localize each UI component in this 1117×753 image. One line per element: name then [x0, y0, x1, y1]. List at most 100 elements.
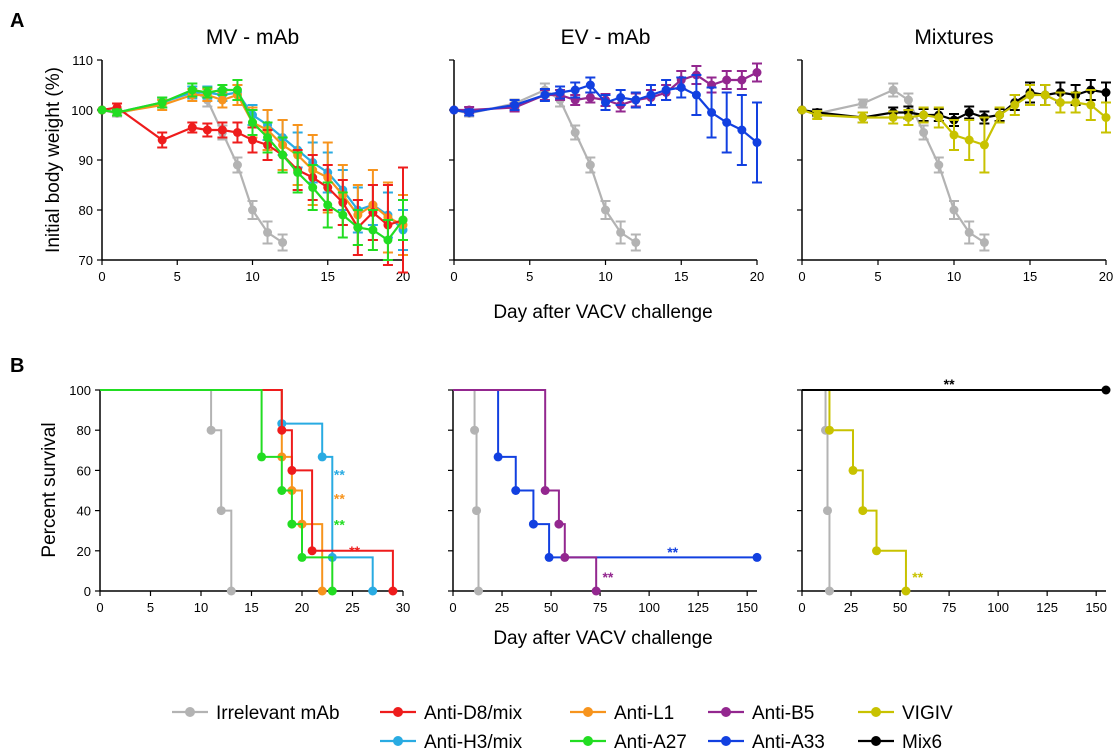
x-tick-label: 5	[147, 600, 154, 615]
data-point	[368, 225, 378, 235]
legend-label: Anti-L1	[614, 703, 674, 724]
data-point	[707, 108, 717, 117]
data-point	[858, 113, 868, 122]
data-point	[187, 123, 197, 132]
x-tick-label: 15	[244, 600, 258, 615]
significance-label: **	[912, 569, 923, 585]
series-vigiv	[802, 389, 911, 596]
chart-6: 0 25 50 75 100 125 150 ** **	[797, 376, 1111, 615]
legend-swatch-marker	[721, 707, 731, 717]
data-point	[232, 85, 242, 95]
chart-3: Mixtures 0 5 10 15 20	[797, 26, 1113, 284]
event-point	[528, 519, 538, 529]
data-point	[737, 75, 747, 85]
series-irrelevant-mab	[97, 82, 288, 252]
x-tick-label: 25	[844, 600, 858, 615]
data-point	[248, 205, 257, 215]
data-point	[949, 205, 959, 215]
series-anti-a27	[97, 79, 408, 261]
data-point	[888, 113, 898, 122]
x-tick-label: 10	[598, 269, 612, 284]
data-point	[964, 228, 974, 237]
data-point	[323, 200, 333, 210]
event-point	[560, 552, 570, 562]
event-point	[307, 546, 317, 556]
event-point	[554, 519, 564, 529]
data-point	[248, 135, 257, 145]
significance-label: **	[334, 491, 345, 507]
data-point	[97, 105, 107, 115]
data-point	[398, 215, 408, 225]
data-point	[585, 93, 595, 102]
data-point	[979, 238, 989, 247]
x-tick-label: 0	[798, 269, 805, 284]
data-point	[919, 128, 929, 137]
event-point	[226, 586, 236, 596]
data-point	[202, 125, 212, 135]
data-point	[812, 110, 822, 120]
event-point	[297, 552, 307, 562]
legend-swatch-marker	[185, 707, 195, 717]
legend-item-vigiv: VIGIV	[858, 703, 953, 724]
data-point	[964, 108, 974, 117]
series-anti-d8-mix	[100, 389, 398, 596]
x-tick-label: 15	[321, 269, 335, 284]
data-point	[601, 205, 610, 215]
legend-swatch-marker	[871, 736, 881, 746]
data-point	[338, 210, 348, 220]
event-point	[287, 519, 297, 529]
event-point	[472, 506, 482, 516]
legend-swatch-marker	[871, 707, 881, 717]
event-point	[473, 586, 483, 596]
x-tick-label: 0	[449, 600, 456, 615]
legend-swatch-marker	[721, 736, 731, 746]
legend-label: Anti-B5	[752, 703, 814, 724]
event-point	[544, 552, 554, 562]
survival-curve	[100, 389, 334, 591]
significance-label: **	[602, 569, 613, 585]
data-point	[1086, 100, 1096, 110]
data-point	[797, 105, 807, 115]
data-point	[353, 223, 363, 232]
x-tick-label: 10	[245, 269, 259, 284]
data-point	[661, 85, 671, 95]
series-anti-b5	[453, 389, 601, 596]
x-tick-label: 50	[544, 600, 558, 615]
y-tick-label: 80	[77, 423, 91, 438]
data-point	[646, 90, 656, 100]
x-axis-label-b: Day after VACV challenge	[493, 628, 712, 649]
survival-curve	[802, 389, 831, 591]
legend-label: VIGIV	[902, 703, 953, 724]
significance-label: **	[334, 517, 345, 533]
data-point	[278, 150, 288, 160]
event-point	[540, 486, 550, 495]
x-tick-label: 0	[96, 600, 103, 615]
y-tick-label: 40	[77, 504, 91, 519]
data-point	[903, 113, 913, 122]
x-tick-label: 20	[1099, 269, 1113, 284]
data-point	[510, 100, 520, 110]
event-point	[872, 546, 882, 556]
data-point	[1010, 100, 1020, 110]
x-tick-label: 125	[687, 600, 709, 615]
event-point	[368, 586, 378, 596]
data-point	[1025, 90, 1035, 100]
event-point	[470, 425, 480, 435]
legend-label: Anti-A33	[752, 732, 825, 753]
data-point	[383, 235, 393, 245]
data-point	[263, 228, 273, 237]
data-point	[964, 135, 974, 145]
y-axis-label-a: Initial body weight (%)	[43, 67, 64, 253]
event-point	[1101, 385, 1111, 395]
x-tick-label: 100	[638, 600, 660, 615]
event-point	[824, 586, 834, 596]
x-tick-label: 5	[526, 269, 533, 284]
legend-item-anti-a27: Anti-A27	[570, 732, 687, 753]
y-tick-label: 90	[79, 153, 93, 168]
y-tick-label: 70	[79, 253, 93, 268]
x-tick-label: 150	[736, 600, 758, 615]
data-point	[308, 183, 318, 192]
y-tick-label: 80	[79, 203, 93, 218]
event-point	[901, 586, 911, 596]
data-point	[1040, 90, 1050, 100]
